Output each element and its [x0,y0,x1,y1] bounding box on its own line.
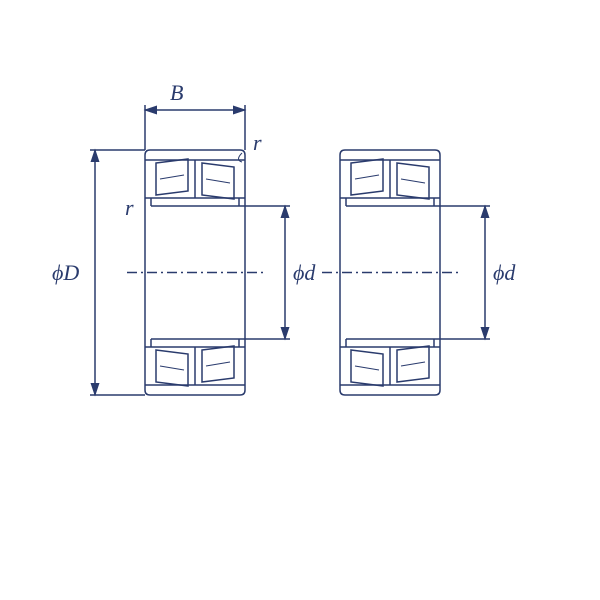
label-phi-D: ϕD [52,260,79,285]
label-phi-d-right: ϕd [493,260,516,285]
label-r-top: r [253,130,262,155]
bearing-cross-section-diagram: B r r ϕD ϕd ϕd [0,0,600,600]
label-r-left: r [125,195,134,220]
label-B: B [170,80,183,105]
label-phi-d-middle: ϕd [293,260,316,285]
